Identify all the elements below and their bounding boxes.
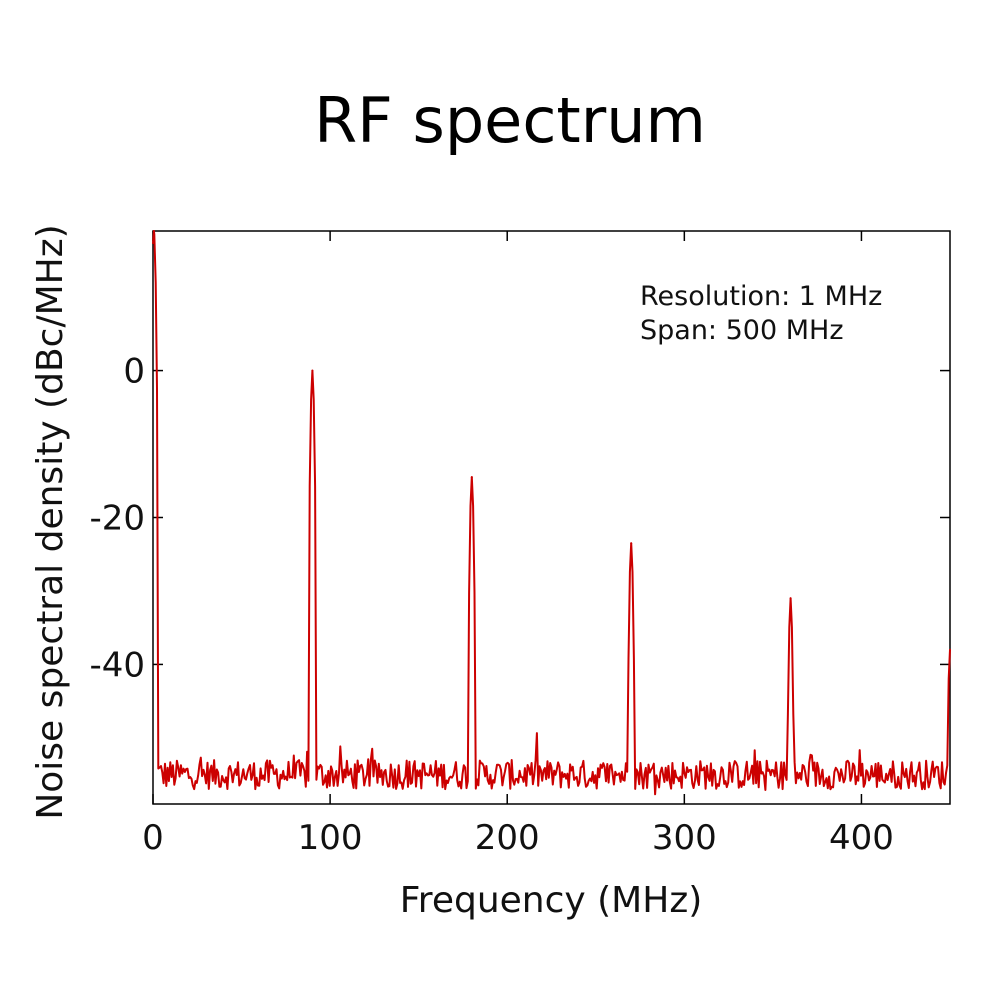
spectral-peak-point [311,369,314,372]
axis-tick-labels: 0 100 200 300 400 0 -20 -40 [89,352,893,858]
annotation-resolution: Resolution: 1 MHz [640,281,882,312]
spectral-peak-point [949,648,951,651]
x-axis-label: Frequency (MHz) [400,880,703,921]
chart-title: RF spectrum [314,84,706,157]
spectral-peak-point [152,230,155,232]
x-tick-label: 100 [298,818,363,858]
spectral-peak-point [470,476,473,479]
y-tick-label: -20 [89,499,145,539]
x-tick-label: 0 [142,818,164,858]
y-axis-label: Noise spectral density (dBc/MHz) [30,224,71,819]
x-tick-label: 300 [652,818,717,858]
y-tick-label: 0 [123,352,145,392]
spectral-peak-point [630,542,633,545]
y-tick-label: -40 [89,645,145,685]
spectral-peaks [152,230,951,651]
spectral-peak-point [789,597,792,600]
x-tick-label: 400 [829,818,894,858]
x-tick-label: 200 [475,818,540,858]
spectrum-trace [152,230,951,796]
annotation-span: Span: 500 MHz [640,315,844,346]
